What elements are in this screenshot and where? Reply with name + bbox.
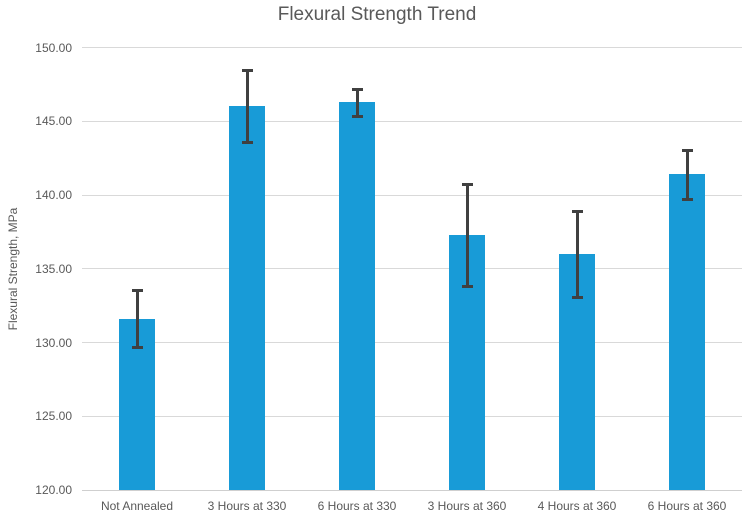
error-bar-cap-bottom <box>131 346 143 350</box>
error-bar-cap-bottom <box>241 140 253 144</box>
chart-title: Flexural Strength Trend <box>277 4 477 25</box>
gridline <box>82 47 742 49</box>
y-axis-tick-label: 120.00 <box>35 483 72 497</box>
gridline <box>82 120 742 122</box>
y-axis-tick-label: 135.00 <box>35 261 72 276</box>
error-bar-cap-bottom <box>571 296 583 300</box>
x-axis-tick-label: 6 Hours at 360 <box>647 499 727 513</box>
gridline <box>82 268 742 270</box>
y-axis-tick-label: 140.00 <box>35 188 72 203</box>
error-bar <box>685 148 689 201</box>
error-bar-cap-bottom <box>461 284 473 288</box>
x-axis-tick-label: 3 Hours at 360 <box>427 499 507 513</box>
gridline <box>82 342 742 344</box>
gridline <box>82 415 742 417</box>
x-axis-tick-label: Not Annealed <box>100 499 174 513</box>
y-axis-tick-label: 145.00 <box>35 114 72 129</box>
x-axis-line <box>82 489 742 491</box>
error-bar <box>135 289 139 349</box>
error-bar <box>355 87 359 117</box>
bar <box>339 102 375 490</box>
bar <box>229 105 265 490</box>
bar <box>669 174 705 490</box>
x-axis-tick-label: 4 Hours at 360 <box>537 499 617 513</box>
error-bar <box>465 183 469 287</box>
error-bar-cap-bottom <box>351 114 363 118</box>
y-axis-tick-label: 125.00 <box>35 409 72 424</box>
x-axis-tick-label: 6 Hours at 330 <box>317 499 397 513</box>
error-bar <box>575 209 579 299</box>
error-bar-cap-top <box>131 289 143 293</box>
error-bar-cap-top <box>461 183 473 187</box>
error-bar-cap-top <box>351 87 363 91</box>
error-bar-cap-bottom <box>681 198 693 202</box>
error-bar-cap-top <box>681 148 693 152</box>
y-axis-tick-label: 150.00 <box>35 40 72 55</box>
error-bar <box>245 69 249 143</box>
gridline <box>82 194 742 196</box>
x-axis-tick-label: 3 Hours at 330 <box>207 499 287 513</box>
error-bar-cap-top <box>241 69 253 73</box>
y-axis-tick-label: 130.00 <box>35 335 72 350</box>
error-bar-cap-top <box>571 209 583 213</box>
